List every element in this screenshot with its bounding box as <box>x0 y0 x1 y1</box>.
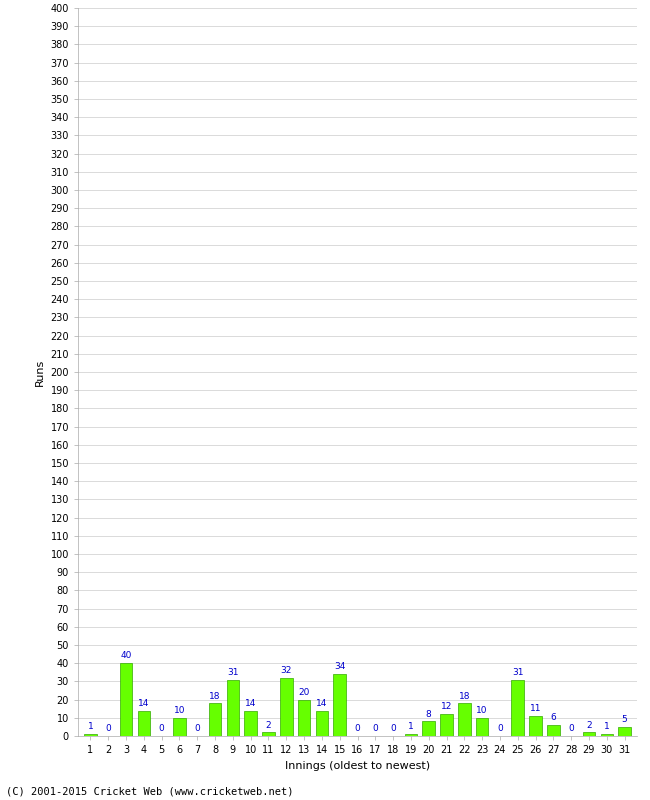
Bar <box>84 734 97 736</box>
Text: 34: 34 <box>334 662 345 671</box>
Text: 1: 1 <box>604 722 610 731</box>
Bar <box>458 703 471 736</box>
Text: 40: 40 <box>120 651 132 661</box>
Bar <box>405 734 417 736</box>
Text: 14: 14 <box>316 698 328 708</box>
Text: 0: 0 <box>105 724 111 734</box>
Bar <box>209 703 221 736</box>
Text: 2: 2 <box>266 721 271 730</box>
Bar <box>262 732 275 736</box>
Bar <box>333 674 346 736</box>
Text: 10: 10 <box>476 706 488 715</box>
X-axis label: Innings (oldest to newest): Innings (oldest to newest) <box>285 761 430 770</box>
Bar <box>298 699 310 736</box>
Bar <box>582 732 595 736</box>
Bar <box>476 718 488 736</box>
Bar <box>280 678 292 736</box>
Text: 6: 6 <box>551 714 556 722</box>
Text: 0: 0 <box>355 724 360 734</box>
Text: 2: 2 <box>586 721 592 730</box>
Text: 11: 11 <box>530 704 541 714</box>
Text: 1: 1 <box>88 722 94 731</box>
Text: 31: 31 <box>227 668 239 677</box>
Bar <box>174 718 186 736</box>
Text: 1: 1 <box>408 722 414 731</box>
Bar <box>529 716 541 736</box>
Text: 32: 32 <box>281 666 292 675</box>
Bar <box>244 710 257 736</box>
Bar <box>601 734 613 736</box>
Text: 0: 0 <box>159 724 164 734</box>
Text: 14: 14 <box>245 698 256 708</box>
Bar <box>422 722 435 736</box>
Bar <box>547 725 560 736</box>
Text: 0: 0 <box>390 724 396 734</box>
Text: 14: 14 <box>138 698 150 708</box>
Text: 18: 18 <box>209 691 221 701</box>
Bar <box>316 710 328 736</box>
Text: 0: 0 <box>194 724 200 734</box>
Y-axis label: Runs: Runs <box>35 358 45 386</box>
Bar <box>440 714 453 736</box>
Bar <box>227 679 239 736</box>
Bar <box>138 710 150 736</box>
Text: 5: 5 <box>621 715 627 724</box>
Text: 0: 0 <box>497 724 503 734</box>
Text: 18: 18 <box>458 691 470 701</box>
Text: 31: 31 <box>512 668 523 677</box>
Text: 12: 12 <box>441 702 452 711</box>
Bar <box>618 727 630 736</box>
Text: 0: 0 <box>568 724 574 734</box>
Text: 0: 0 <box>372 724 378 734</box>
Text: 10: 10 <box>174 706 185 715</box>
Text: (C) 2001-2015 Cricket Web (www.cricketweb.net): (C) 2001-2015 Cricket Web (www.cricketwe… <box>6 786 294 796</box>
Bar <box>120 663 133 736</box>
Text: 8: 8 <box>426 710 432 718</box>
Text: 20: 20 <box>298 688 310 697</box>
Bar <box>512 679 524 736</box>
